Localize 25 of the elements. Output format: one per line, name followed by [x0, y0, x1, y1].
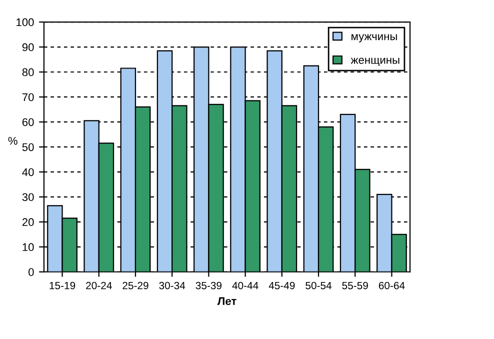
y-tick-label: 20 [22, 218, 34, 226]
x-tick-label: 60-64 [378, 282, 405, 290]
y-axis-title: % [8, 136, 18, 145]
x-tick-label: 50-54 [306, 282, 332, 290]
y-tick-label: 10 [22, 243, 34, 252]
legend-label: женщины [350, 58, 400, 66]
y-tick-label: 40 [22, 168, 34, 176]
y-tick-label: 0 [28, 268, 34, 276]
x-tick-label: 45-49 [268, 282, 295, 290]
y-tick-label: 60 [22, 118, 34, 126]
y-tick-label: 30 [22, 193, 34, 202]
y-tick-label: 100 [16, 18, 34, 26]
x-tick-label: 40-44 [232, 282, 258, 290]
x-tick-label: 15-19 [50, 282, 76, 290]
x-tick-label: 30-34 [159, 282, 186, 290]
x-tick-label: 20-24 [86, 282, 112, 290]
y-tick-label: 70 [22, 93, 34, 102]
x-axis-title: Лет [217, 297, 236, 306]
legend-label: мужчины [352, 34, 397, 42]
y-tick-label: 90 [22, 43, 34, 52]
x-tick-label: 55-59 [342, 282, 368, 290]
y-tick-label: 80 [22, 68, 34, 76]
y-tick-label: 50 [22, 143, 34, 152]
x-tick-label: 35-39 [196, 282, 222, 290]
x-tick-label: 25-29 [122, 282, 148, 290]
